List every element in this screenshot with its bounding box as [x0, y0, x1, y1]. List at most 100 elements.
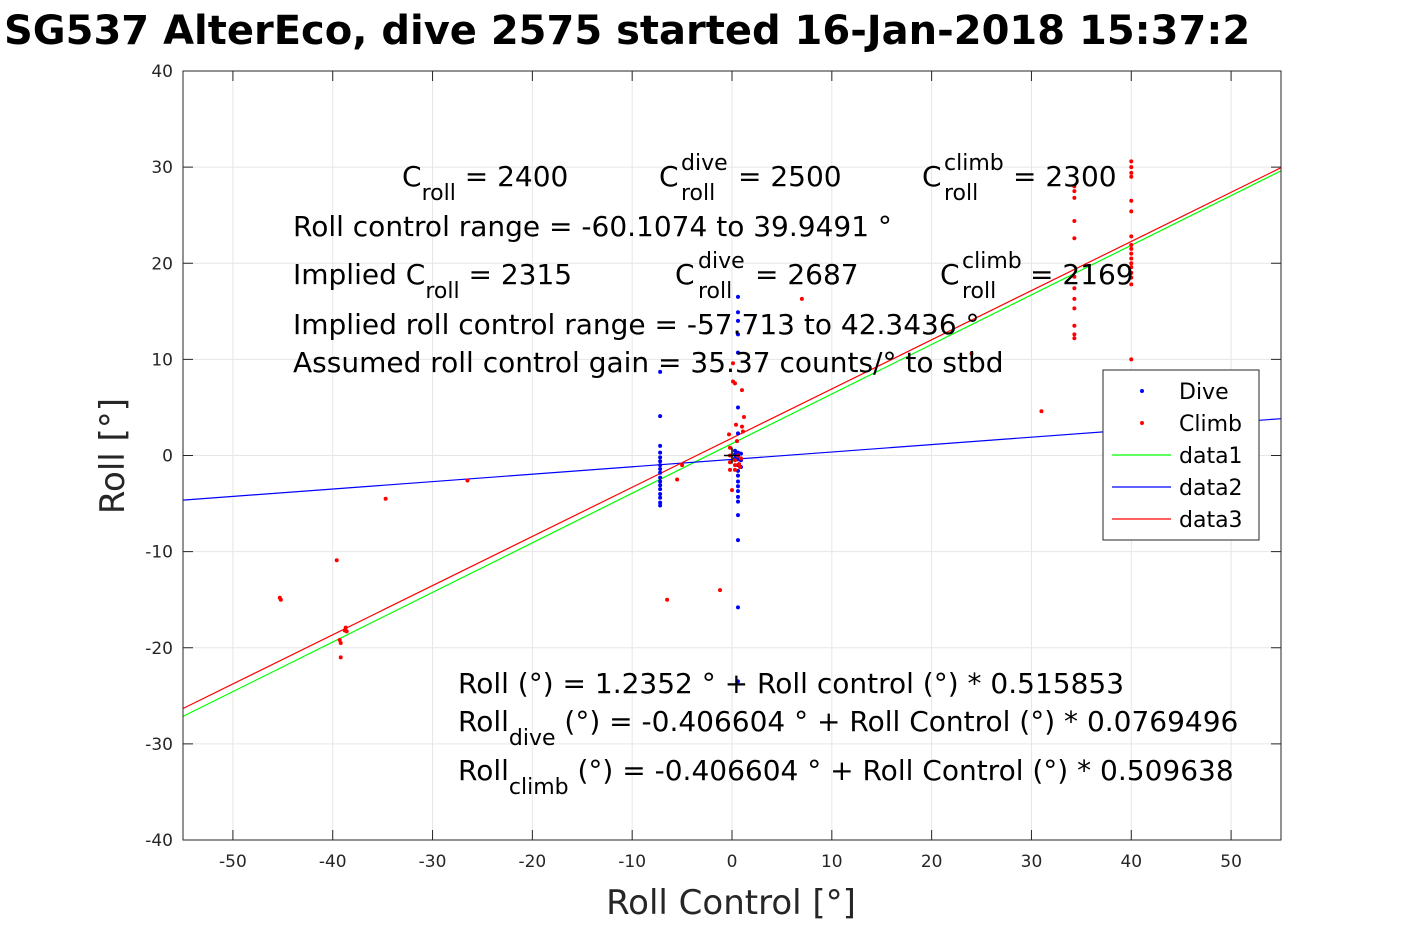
- x-tick-label: 30: [1021, 852, 1043, 872]
- x-tick-label: -40: [319, 852, 347, 872]
- point-dive: [658, 487, 663, 492]
- point-climb: [740, 429, 745, 434]
- point-climb: [739, 388, 744, 393]
- x-tick-label: 10: [821, 852, 843, 872]
- y-tick-label: 10: [151, 350, 173, 370]
- legend-label: data3: [1179, 508, 1243, 533]
- point-dive: [658, 455, 663, 460]
- data-points: [277, 159, 1134, 684]
- point-dive: [658, 483, 663, 488]
- point-dive: [658, 503, 663, 508]
- y-tick-label: 40: [151, 62, 173, 82]
- point-dive: [735, 318, 740, 323]
- svg-text:roll: roll: [698, 279, 732, 304]
- point-climb: [665, 597, 670, 602]
- point-climb: [675, 477, 680, 482]
- point-dive: [732, 448, 737, 453]
- point-climb: [344, 629, 349, 634]
- origin-cross: [724, 447, 740, 464]
- point-climb: [727, 432, 732, 437]
- point-dive: [735, 350, 740, 355]
- point-climb: [734, 439, 739, 444]
- point-climb: [730, 488, 734, 493]
- point-climb: [343, 625, 348, 630]
- svg-text:roll: roll: [681, 181, 715, 206]
- svg-text:climb: climb: [944, 151, 1004, 176]
- point-dive: [735, 489, 740, 494]
- point-dive: [735, 294, 740, 299]
- point-climb: [338, 655, 343, 660]
- point-dive: [735, 405, 740, 410]
- point-climb: [1072, 306, 1077, 311]
- point-climb: [1129, 242, 1134, 247]
- point-climb: [1072, 184, 1077, 189]
- point-dive: [658, 479, 663, 484]
- y-tick-label: 20: [151, 254, 173, 274]
- y-tick-label: -40: [145, 831, 173, 851]
- annotation-gain: Assumed roll control gain = 35.37 counts…: [293, 346, 1004, 379]
- chart-title: SG537 AlterEco, dive 2575 started 16-Jan…: [4, 8, 1250, 54]
- x-tick-label: 0: [727, 852, 738, 872]
- point-dive: [658, 450, 663, 455]
- point-dive: [658, 466, 663, 471]
- point-climb: [1129, 282, 1134, 287]
- point-climb: [728, 445, 733, 450]
- point-climb: [383, 496, 388, 501]
- svg-text:dive: dive: [681, 151, 728, 176]
- point-climb: [680, 463, 685, 468]
- point-climb: [718, 588, 723, 593]
- point-climb: [1129, 261, 1134, 266]
- annotation-c-dive: C dive roll = 2500: [659, 151, 842, 206]
- y-tick-label: 0: [162, 447, 173, 467]
- point-climb: [728, 460, 733, 465]
- point-climb: [1129, 170, 1134, 175]
- point-climb: [969, 351, 974, 356]
- point-climb: [741, 415, 746, 420]
- point-dive: [735, 494, 740, 499]
- point-dive: [735, 605, 740, 610]
- annotation-c-climb: C climb roll = 2300: [922, 151, 1117, 206]
- legend-label: data1: [1179, 444, 1243, 469]
- point-climb: [733, 422, 738, 427]
- y-tick-label: 30: [151, 158, 173, 178]
- x-axis-ticks: -50 -40 -30 -20 -10 0 10 20 30 40 50: [219, 71, 1242, 872]
- svg-text:C: C: [940, 258, 960, 291]
- x-tick-label: 50: [1220, 852, 1242, 872]
- point-climb: [1129, 159, 1134, 164]
- legend-label: Dive: [1179, 380, 1229, 405]
- svg-text:climb: climb: [962, 249, 1022, 274]
- fit-line-data3: [182, 167, 1282, 710]
- svg-text:dive: dive: [698, 249, 745, 274]
- svg-text:C: C: [675, 258, 695, 291]
- point-dive: [735, 679, 740, 684]
- svg-text:= 2687: = 2687: [755, 258, 859, 291]
- point-climb: [1072, 336, 1077, 341]
- point-dive: [738, 451, 743, 456]
- legend-marker-climb: [1140, 421, 1144, 425]
- x-axis-label: Roll Control [°]: [606, 883, 856, 923]
- point-climb: [732, 458, 737, 463]
- annotation-implied-c-roll: Implied Croll = 2315: [293, 258, 572, 304]
- svg-text:= 2500: = 2500: [738, 160, 842, 193]
- point-climb: [1039, 409, 1044, 414]
- point-climb: [1129, 234, 1134, 239]
- y-tick-label: -30: [145, 735, 173, 755]
- y-axis-label: Roll [°]: [93, 398, 133, 514]
- point-climb: [465, 478, 470, 483]
- point-climb: [730, 361, 735, 366]
- point-dive: [658, 414, 663, 419]
- point-dive: [735, 310, 740, 315]
- point-dive: [735, 538, 740, 543]
- y-axis-ticks: -40 -30 -20 -10 0 10 20 30 40: [145, 62, 1281, 851]
- point-climb: [1129, 256, 1134, 261]
- y-tick-label: -10: [145, 543, 173, 563]
- point-dive: [658, 500, 663, 505]
- point-climb: [278, 597, 283, 602]
- annotation-implied-range: Implied roll control range = -57.713 to …: [293, 308, 980, 341]
- point-dive: [735, 431, 740, 436]
- point-climb: [1129, 198, 1134, 203]
- point-dive: [658, 475, 663, 480]
- point-climb: [799, 296, 804, 301]
- point-dive: [658, 443, 663, 448]
